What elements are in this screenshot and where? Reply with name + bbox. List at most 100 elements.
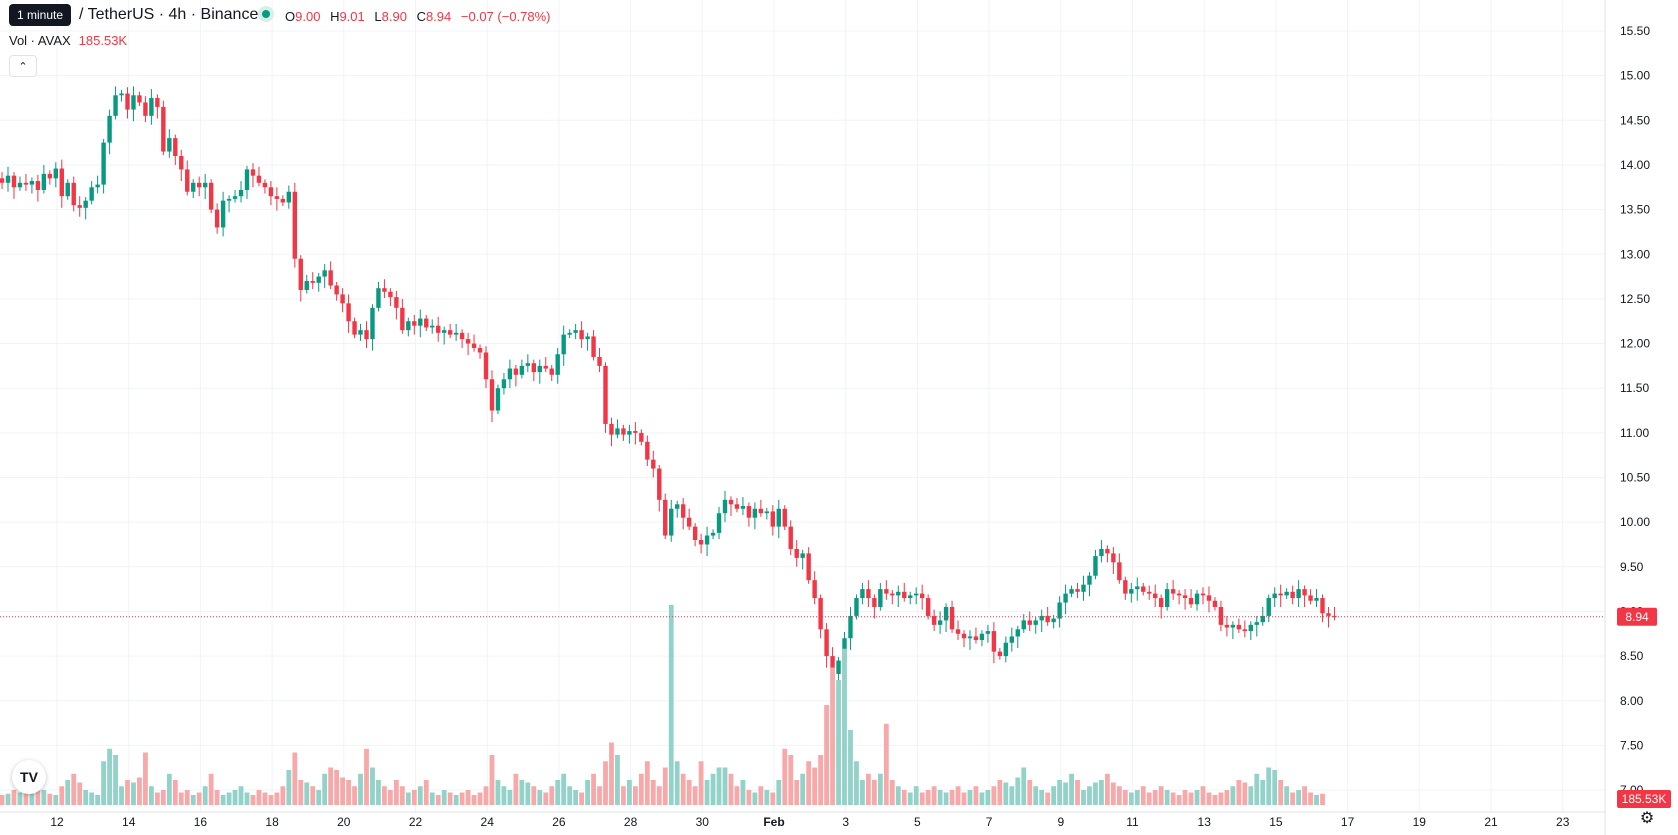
y-tick-label: 14.00 <box>1620 158 1650 172</box>
volume-bar <box>746 790 752 805</box>
candle-body <box>1141 586 1146 592</box>
volume-bar <box>818 755 824 805</box>
candle-body <box>914 593 919 596</box>
candle-body <box>579 330 584 340</box>
volume-bar <box>1116 786 1122 805</box>
candle-body <box>1290 591 1295 599</box>
candle-body <box>1075 589 1080 592</box>
symbol-title[interactable]: / TetherUS · 4h · Binance <box>79 6 259 23</box>
candle-body <box>41 173 47 190</box>
volume-bar <box>627 780 632 805</box>
candle-body <box>1153 593 1158 599</box>
candle-body <box>1272 593 1277 599</box>
volume-bar <box>11 790 17 805</box>
candle-body <box>1296 589 1301 599</box>
x-tick-label: 20 <box>337 815 351 829</box>
candle-body <box>298 258 303 290</box>
volume-bar <box>131 782 136 805</box>
candle-body <box>370 307 375 340</box>
candle-body <box>358 330 363 335</box>
volume-bar <box>507 790 513 805</box>
volume-bar <box>83 790 89 805</box>
volume-bar <box>519 780 525 805</box>
volume-bar <box>220 795 226 805</box>
volume-bar <box>435 795 441 805</box>
volume-bar <box>609 742 614 805</box>
volume-bar <box>1218 792 1224 805</box>
volume-bar <box>710 773 716 805</box>
volume-bar <box>1290 792 1296 805</box>
candle-body <box>597 356 602 366</box>
volume-bar <box>1296 790 1302 805</box>
candle-body <box>931 615 937 625</box>
candle-body <box>1200 593 1206 596</box>
candle-body <box>364 330 369 340</box>
x-tick-label: 17 <box>1341 815 1355 829</box>
volume-bar <box>961 792 967 805</box>
candle-body <box>669 508 674 536</box>
x-tick-label: 19 <box>1413 815 1427 829</box>
tradingview-logo[interactable]: TV <box>12 760 46 794</box>
candle-body <box>465 339 471 344</box>
volume-bar <box>674 761 680 805</box>
candle-body <box>185 169 190 192</box>
volume-label: Vol · AVAX <box>9 33 71 48</box>
candle-body <box>1111 553 1116 563</box>
volume-bar <box>603 761 608 805</box>
candle-body <box>119 93 124 96</box>
candle-body <box>1105 548 1110 554</box>
candle-body <box>1266 598 1271 616</box>
candle-body <box>692 526 698 541</box>
volume-bar <box>1272 770 1278 805</box>
volume-bar <box>1063 782 1068 805</box>
volume-bar <box>531 786 537 805</box>
candle-body <box>400 307 405 331</box>
volume-bar <box>800 773 806 805</box>
chevron-up-icon: ⌃ <box>18 60 28 73</box>
candle-body <box>1087 575 1092 585</box>
candle-body <box>238 189 244 197</box>
candle-body <box>788 526 793 549</box>
volume-bar <box>334 770 340 805</box>
candle-body <box>698 540 704 545</box>
candle-body <box>1015 629 1020 637</box>
volume-bar <box>178 792 184 805</box>
settings-gear-icon[interactable]: ⚙ <box>1639 810 1655 827</box>
y-tick-label: 11.00 <box>1620 426 1649 440</box>
candle-body <box>836 660 841 674</box>
candle-body <box>1051 618 1056 623</box>
candle-body <box>537 365 542 373</box>
volume-bar <box>465 790 471 805</box>
volume-bar <box>316 790 322 805</box>
x-tick-label: 14 <box>122 815 136 829</box>
y-tick-label: 9.50 <box>1620 560 1644 574</box>
volume-bar <box>1308 792 1313 805</box>
volume-bar <box>346 780 351 805</box>
candle-body <box>214 209 220 228</box>
candle-body <box>137 95 142 103</box>
volume-bar <box>860 780 865 805</box>
ohlc-readout: O9.00 H9.01 L8.90 C8.94 −0.07 (−0.78%) <box>285 9 557 24</box>
volume-bar <box>644 761 650 805</box>
volume-bar <box>1087 786 1092 805</box>
candle-body <box>418 318 423 326</box>
y-tick-label: 8.50 <box>1620 649 1644 663</box>
candle-body <box>1081 584 1086 592</box>
volume-bar <box>1224 790 1230 805</box>
volume-bar <box>967 790 973 805</box>
candle-body <box>107 115 112 143</box>
volume-bar <box>238 786 244 805</box>
volume-bar <box>1152 790 1158 805</box>
volume-bar <box>101 761 107 805</box>
volume-bar <box>698 761 704 805</box>
candle-body <box>782 508 787 527</box>
collapse-legend-button[interactable]: ⌃ <box>9 55 37 77</box>
candle-body <box>1164 589 1170 607</box>
volume-bar <box>1099 780 1104 805</box>
candle-body <box>896 591 901 596</box>
candle-body <box>615 428 620 435</box>
candle-body <box>573 330 578 333</box>
volume-bar <box>113 755 118 805</box>
volume-bar <box>740 780 746 805</box>
